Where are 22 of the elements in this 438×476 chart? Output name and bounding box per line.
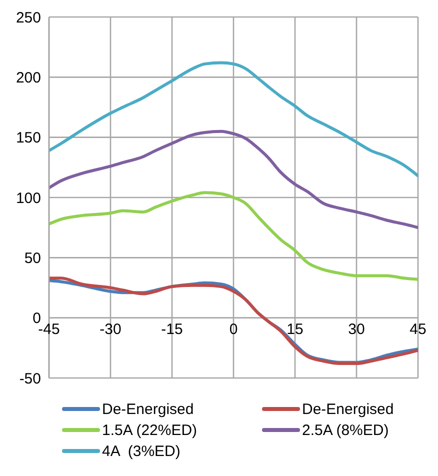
legend-label: 1.5A (22%ED) — [102, 422, 198, 438]
line-series — [49, 130, 418, 230]
line-series — [49, 61, 418, 178]
x-tick-label: 0 — [229, 321, 238, 338]
y-tick-label: -50 — [19, 370, 41, 388]
y-tick-label: 100 — [16, 190, 41, 207]
y-tick-label: 0 — [32, 310, 41, 328]
x-tick-label: -30 — [100, 321, 122, 338]
x-tick-label: 45 — [410, 321, 426, 338]
y-tick-label: 200 — [16, 69, 41, 86]
y-tick-label: 50 — [24, 250, 41, 267]
x-tick-label: 15 — [286, 321, 304, 338]
line-series — [49, 191, 418, 281]
y-tick-label: 150 — [16, 130, 41, 147]
legend-label: 4A (3%ED) — [102, 442, 180, 460]
y-tick-label: 250 — [16, 9, 41, 26]
legend-label: 2.5A (8%ED) — [302, 422, 389, 438]
x-tick-label: -45 — [38, 321, 60, 338]
legend-label: De-Energised — [102, 400, 194, 418]
x-tick-label: 30 — [348, 321, 365, 338]
legend-label: De-Energised — [302, 400, 394, 418]
x-tick-label: -15 — [161, 321, 183, 338]
